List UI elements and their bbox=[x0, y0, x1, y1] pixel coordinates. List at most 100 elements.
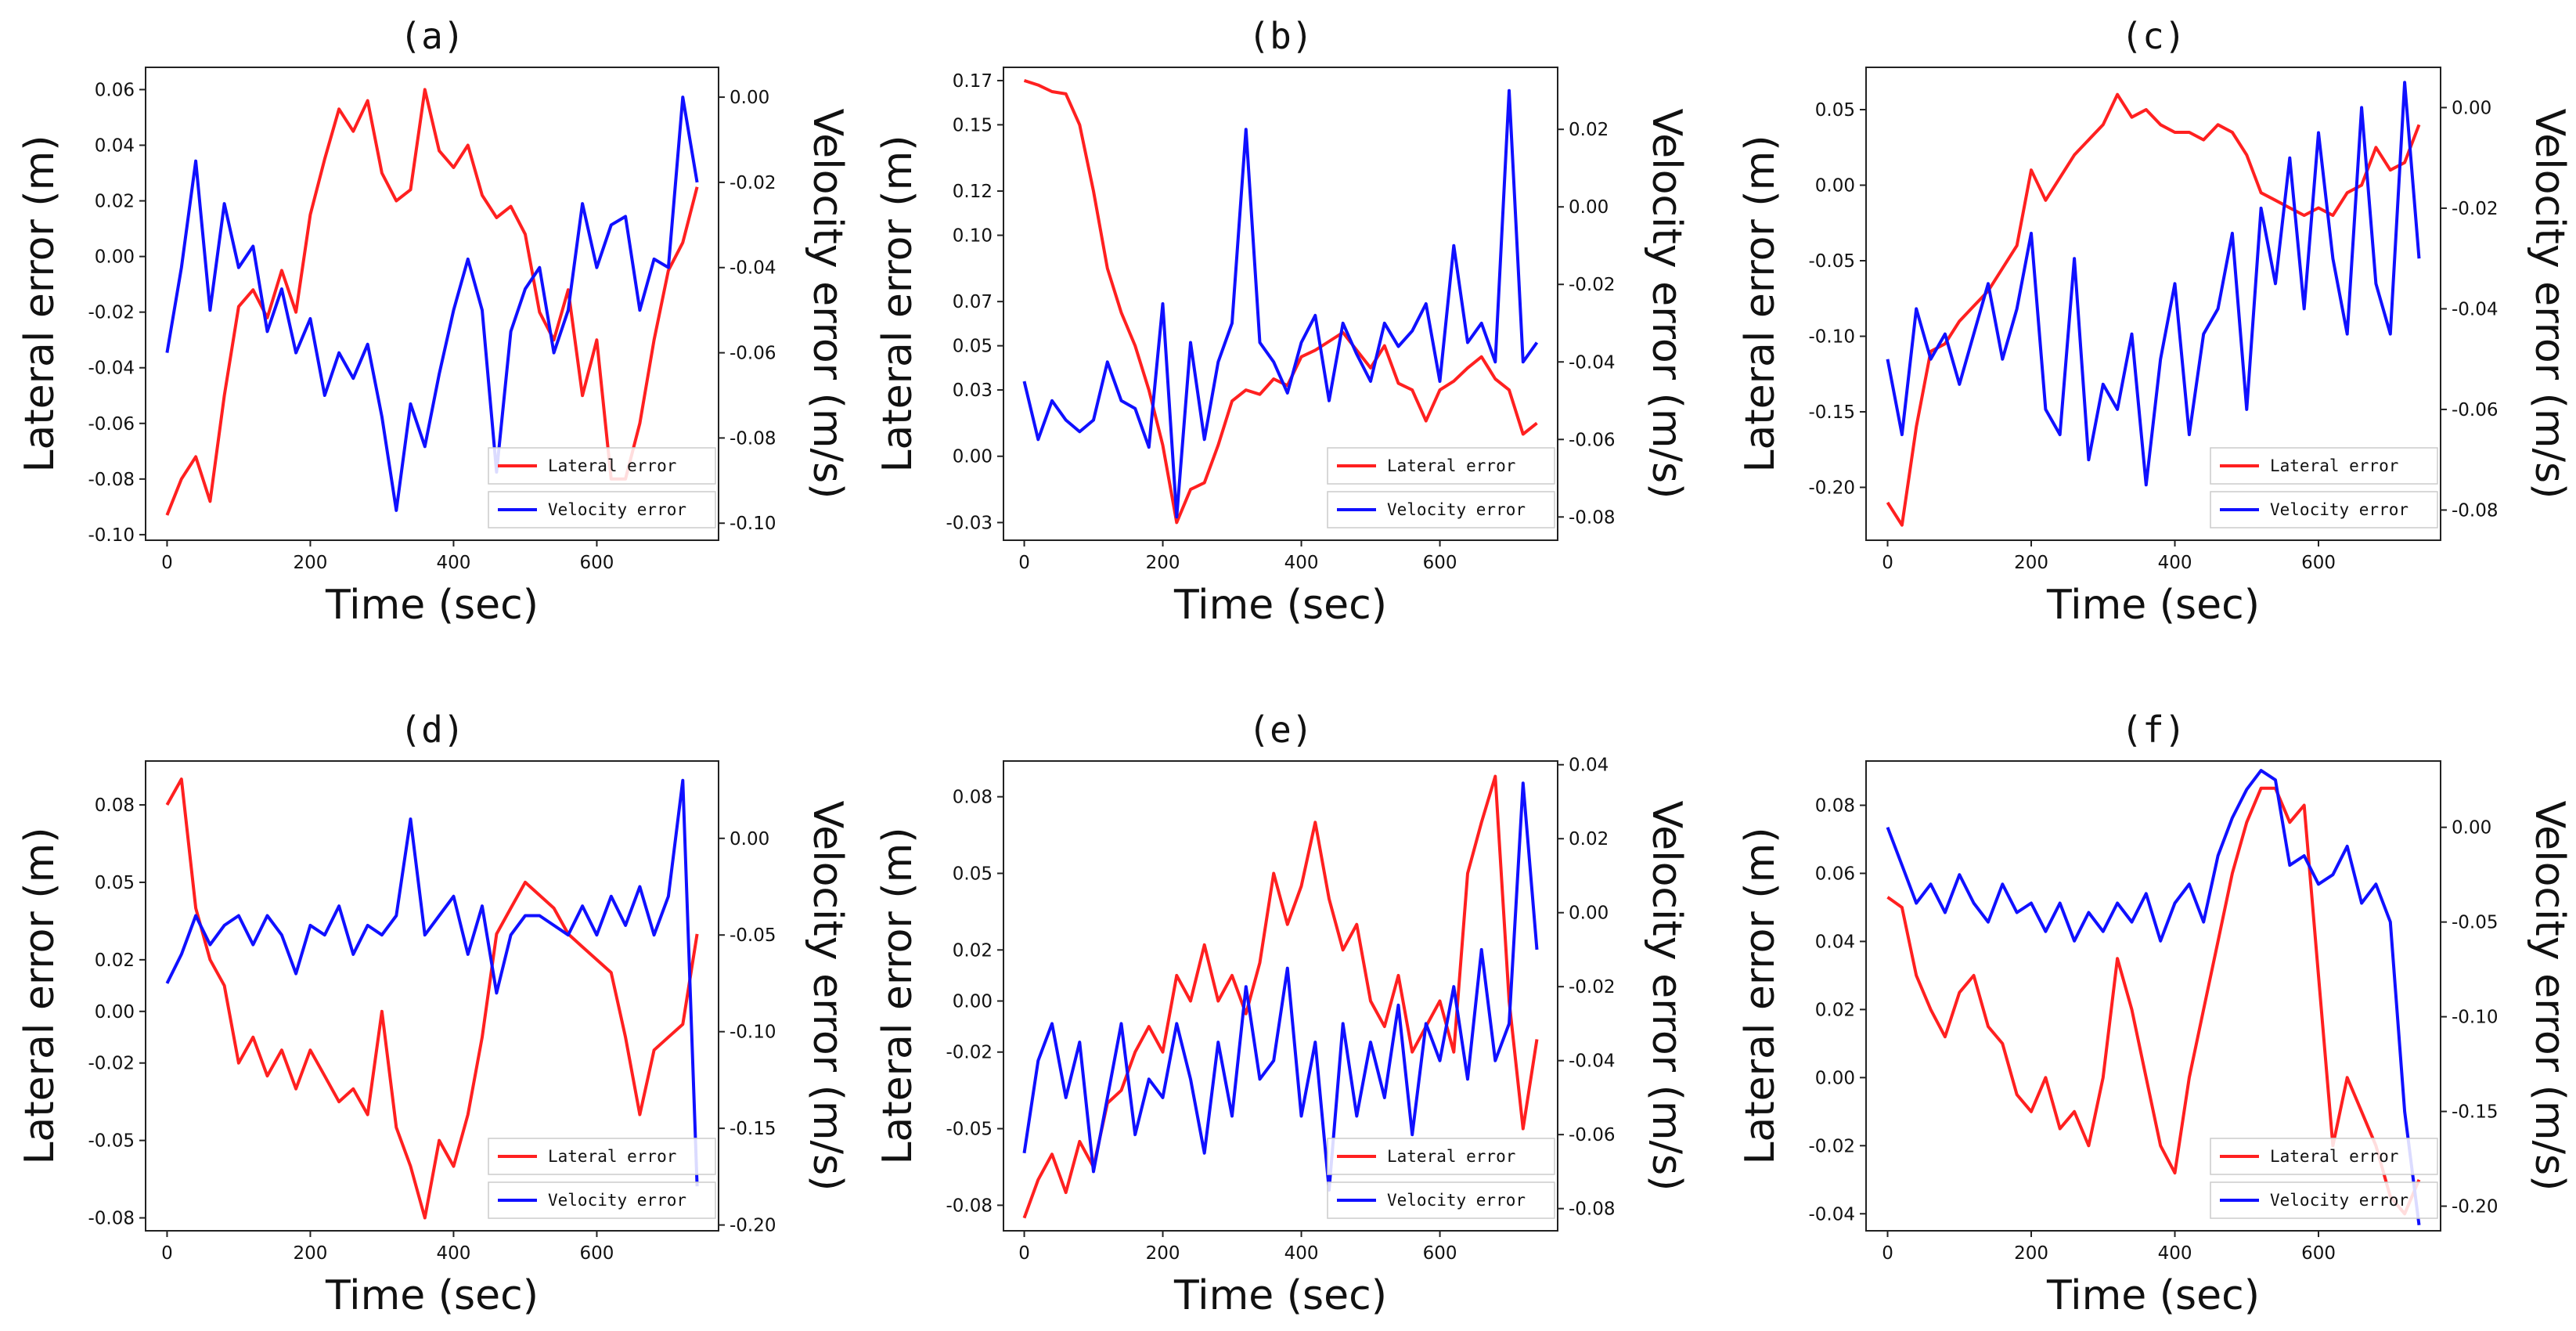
legend-label: Velocity error bbox=[1387, 1191, 1526, 1210]
velocity-error-line bbox=[1886, 81, 2421, 487]
y2-tick-label: -0.06 bbox=[1569, 1125, 1616, 1145]
y2-tick-label: -0.08 bbox=[1569, 1199, 1616, 1220]
x-tick-label: 600 bbox=[2301, 1243, 2336, 1264]
y2-tick-label: -0.10 bbox=[2452, 1008, 2499, 1028]
y-axis-label: Lateral error (m) bbox=[1737, 135, 1784, 472]
y2-tick-label: -0.10 bbox=[730, 1023, 776, 1043]
y2-tick-label: -0.15 bbox=[2452, 1102, 2499, 1123]
y-tick-label: 0.08 bbox=[95, 795, 135, 816]
y-tick-label: -0.06 bbox=[88, 414, 135, 435]
y2-tick-label: -0.04 bbox=[1569, 1051, 1616, 1072]
x-tick-label: 0 bbox=[1882, 553, 1893, 573]
y-tick-label: 0.00 bbox=[1815, 1068, 1855, 1088]
x-tick-label: 400 bbox=[2158, 1243, 2192, 1264]
x-tick-label: 400 bbox=[1284, 553, 1319, 573]
y-tick-label: 0.02 bbox=[1815, 1000, 1855, 1020]
y-tick-label: 0.02 bbox=[95, 950, 135, 971]
y-tick-label: 0.00 bbox=[1815, 176, 1855, 197]
x-tick-label: 200 bbox=[293, 1243, 327, 1264]
y2-tick-label: -0.06 bbox=[1569, 430, 1616, 450]
y-tick-label: -0.02 bbox=[88, 303, 135, 323]
legend-label: Velocity error bbox=[2270, 1191, 2408, 1210]
y2-axis-label: Velocity error (m/s) bbox=[804, 801, 851, 1192]
legend-label: Lateral error bbox=[548, 1147, 676, 1166]
y-tick-label: 0.02 bbox=[953, 940, 993, 961]
x-tick-label: 200 bbox=[1146, 553, 1180, 573]
y2-tick-label: -0.04 bbox=[1569, 352, 1616, 373]
x-tick-label: 200 bbox=[1146, 1243, 1180, 1264]
y-tick-label: 0.00 bbox=[95, 1002, 135, 1023]
y2-tick-label: -0.10 bbox=[730, 514, 776, 534]
y-tick-label: 0.05 bbox=[953, 864, 993, 884]
y-axis-label: Lateral error (m) bbox=[874, 827, 921, 1164]
x-tick-label: 600 bbox=[1423, 553, 1457, 573]
lateral-error-line bbox=[165, 777, 699, 1220]
x-axis-label: Time (sec) bbox=[325, 1272, 539, 1319]
y-tick-label: 0.06 bbox=[95, 80, 135, 100]
y2-tick-label: 0.04 bbox=[1569, 756, 1609, 776]
chart-title: (b) bbox=[1248, 15, 1313, 57]
y-tick-label: 0.15 bbox=[953, 115, 993, 135]
y2-axis-label: Velocity error (m/s) bbox=[2526, 801, 2573, 1192]
y2-axis-label: Velocity error (m/s) bbox=[1643, 109, 1690, 500]
velocity-error-line bbox=[1022, 88, 1539, 519]
y2-tick-label: -0.20 bbox=[2452, 1197, 2499, 1217]
legend-box bbox=[2210, 1138, 2438, 1175]
lateral-error-line bbox=[1886, 92, 2421, 527]
y2-tick-label: -0.08 bbox=[2452, 500, 2499, 521]
y-tick-label: 0.00 bbox=[953, 447, 993, 467]
y2-tick-label: 0.00 bbox=[2452, 98, 2491, 118]
plot-frame bbox=[1003, 67, 1558, 541]
y2-tick-label: -0.05 bbox=[2452, 913, 2499, 933]
x-axis-label: Time (sec) bbox=[1173, 582, 1387, 629]
x-tick-label: 0 bbox=[1882, 1243, 1893, 1264]
y2-tick-label: 0.02 bbox=[1569, 829, 1609, 849]
x-tick-label: 400 bbox=[2158, 553, 2192, 573]
y-tick-label: 0.10 bbox=[953, 226, 993, 247]
y-tick-label: 0.07 bbox=[953, 292, 993, 312]
y2-tick-label: -0.02 bbox=[730, 173, 776, 193]
velocity-error-line bbox=[1886, 769, 2421, 1225]
x-tick-label: 0 bbox=[161, 553, 173, 573]
y-tick-label: -0.05 bbox=[88, 1131, 135, 1152]
x-tick-label: 600 bbox=[1423, 1243, 1457, 1264]
x-tick-label: 0 bbox=[1018, 1243, 1030, 1264]
y2-tick-label: -0.20 bbox=[730, 1216, 776, 1236]
subplot-c: (c) 0 200 400 600 0.05 0.00 -0.05 -0.10 -0.15 -0.2… bbox=[1737, 15, 2573, 629]
y-axis-label: Lateral error (m) bbox=[16, 827, 63, 1164]
subplot-b: (b) 0 200 400 600 0.17 0.15 0.12 0.10 0.07 0.05 0.0… bbox=[874, 15, 1690, 629]
y2-tick-label: -0.05 bbox=[730, 925, 776, 946]
y2-axis-label: Velocity error (m/s) bbox=[804, 109, 851, 500]
y2-axis-label: Velocity error (m/s) bbox=[2526, 109, 2573, 500]
y-tick-label: -0.04 bbox=[88, 359, 135, 379]
y2-tick-label: -0.15 bbox=[730, 1119, 776, 1139]
x-tick-label: 200 bbox=[2014, 553, 2048, 573]
y-tick-label: -0.02 bbox=[1808, 1136, 1855, 1156]
legend-label: Lateral error bbox=[1387, 456, 1515, 475]
x-tick-label: 200 bbox=[2014, 1243, 2048, 1264]
y-tick-label: -0.20 bbox=[1808, 478, 1855, 498]
chart-title: (c) bbox=[2120, 15, 2185, 57]
y2-tick-label: -0.08 bbox=[730, 428, 776, 449]
y-tick-label: -0.10 bbox=[88, 525, 135, 546]
x-tick-label: 0 bbox=[161, 1243, 173, 1264]
x-tick-label: 600 bbox=[2301, 553, 2336, 573]
chart-title: (e) bbox=[1248, 709, 1313, 751]
legend-label: Lateral error bbox=[548, 456, 676, 475]
y-axis-label: Lateral error (m) bbox=[874, 135, 921, 472]
y-tick-label: 0.05 bbox=[95, 873, 135, 893]
chart-title: (d) bbox=[399, 709, 464, 751]
y-tick-label: 0.06 bbox=[1815, 864, 1855, 884]
x-axis-label: Time (sec) bbox=[2046, 1272, 2260, 1319]
y-tick-label: -0.02 bbox=[88, 1054, 135, 1074]
velocity-error-line bbox=[1022, 781, 1539, 1192]
lateral-error-line bbox=[1022, 774, 1539, 1219]
y2-tick-label: -0.02 bbox=[1569, 275, 1616, 295]
x-axis-label: Time (sec) bbox=[2046, 582, 2260, 629]
y2-tick-label: 0.00 bbox=[1569, 197, 1609, 218]
x-axis-label: Time (sec) bbox=[1173, 1272, 1387, 1319]
y-tick-label: 0.05 bbox=[953, 337, 993, 357]
chart-title: (a) bbox=[399, 15, 464, 57]
y-tick-label: -0.10 bbox=[1808, 326, 1855, 347]
subplot-e: (e) 0 200 400 600 0.08 0.05 0.02 0.00 -0.02 -0.05 -… bbox=[874, 709, 1690, 1319]
